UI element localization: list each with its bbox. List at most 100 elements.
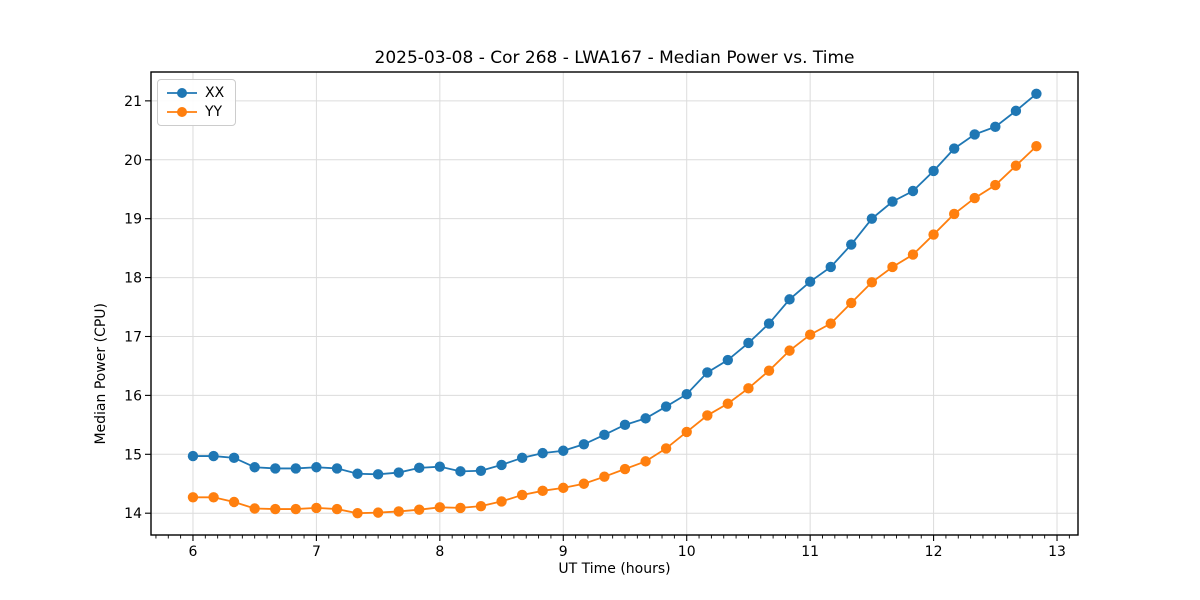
data-point bbox=[475, 500, 487, 512]
data-point bbox=[352, 508, 363, 519]
data-point bbox=[846, 239, 857, 250]
data-point bbox=[660, 401, 672, 412]
x-axis-label: UT Time (hours) bbox=[558, 561, 671, 577]
data-point bbox=[393, 467, 404, 478]
data-point bbox=[743, 383, 754, 394]
data-point bbox=[846, 297, 857, 309]
data-point bbox=[434, 502, 446, 513]
x-tick-label: 10 bbox=[678, 544, 696, 560]
y-tick-label: 18 bbox=[124, 271, 142, 287]
data-point bbox=[187, 450, 199, 462]
legend-label-xx: XX bbox=[205, 85, 225, 101]
data-point bbox=[290, 463, 301, 474]
series-xx bbox=[187, 88, 1042, 480]
data-point bbox=[578, 439, 590, 450]
y-tick-label: 17 bbox=[124, 329, 142, 345]
data-point bbox=[496, 496, 507, 507]
data-point bbox=[681, 389, 692, 400]
data-point bbox=[1031, 88, 1042, 100]
x-tick-label: 6 bbox=[189, 544, 198, 560]
y-tick-label: 15 bbox=[124, 447, 142, 463]
data-point bbox=[969, 192, 980, 204]
data-point bbox=[558, 482, 569, 494]
data-point bbox=[928, 229, 939, 240]
data-point bbox=[702, 410, 713, 421]
y-tick-label: 21 bbox=[124, 94, 142, 110]
x-tick-label: 7 bbox=[312, 544, 321, 560]
data-point bbox=[228, 452, 240, 464]
data-point bbox=[516, 489, 528, 501]
data-point bbox=[434, 461, 446, 472]
data-point bbox=[352, 468, 363, 479]
data-point bbox=[866, 277, 878, 288]
x-tick-label: 12 bbox=[925, 544, 943, 560]
legend-item-yy: YY bbox=[166, 105, 224, 119]
legend-item-xx: XX bbox=[166, 86, 224, 100]
data-point bbox=[331, 503, 343, 515]
series-yy bbox=[187, 141, 1042, 519]
axes-frame bbox=[150, 71, 1079, 536]
data-point bbox=[1010, 105, 1022, 117]
data-point bbox=[249, 462, 260, 473]
data-point bbox=[496, 459, 507, 471]
data-point bbox=[784, 294, 795, 305]
y-tick-label: 14 bbox=[124, 506, 142, 522]
x-tick-label: 11 bbox=[801, 544, 819, 560]
data-point bbox=[640, 456, 651, 467]
y-tick-label: 16 bbox=[124, 388, 142, 404]
data-point bbox=[208, 450, 219, 462]
data-point bbox=[619, 419, 631, 431]
data-point bbox=[928, 165, 939, 177]
data-point bbox=[990, 179, 1001, 191]
data-point bbox=[414, 504, 425, 515]
grid bbox=[151, 72, 1078, 535]
data-point bbox=[948, 208, 960, 220]
data-point bbox=[640, 413, 651, 424]
y-axis-ticks: 14 15 16 17 18 19 20 21 bbox=[124, 94, 151, 522]
x-tick-label: 13 bbox=[1048, 544, 1066, 560]
data-point bbox=[475, 465, 487, 476]
data-point bbox=[907, 185, 919, 197]
data-point bbox=[208, 492, 219, 503]
data-point bbox=[681, 426, 692, 438]
legend-label-yy: YY bbox=[205, 104, 223, 120]
data-point bbox=[784, 345, 795, 356]
x-tick-label: 9 bbox=[559, 544, 568, 560]
data-point bbox=[722, 398, 734, 409]
data-point bbox=[372, 469, 384, 480]
data-point bbox=[969, 129, 980, 140]
data-point bbox=[270, 503, 281, 515]
data-point bbox=[722, 354, 734, 366]
y-tick-label: 20 bbox=[124, 153, 142, 169]
x-axis-ticks: 6 7 8 9 10 11 12 13 bbox=[189, 535, 1066, 560]
data-point bbox=[249, 503, 260, 514]
data-point bbox=[393, 506, 404, 517]
data-point bbox=[311, 502, 322, 514]
data-point bbox=[887, 196, 898, 207]
legend: XX YY bbox=[157, 79, 237, 126]
data-point bbox=[804, 276, 816, 287]
data-point bbox=[763, 365, 775, 376]
legend-line-yy-icon bbox=[167, 107, 197, 117]
data-point bbox=[578, 478, 590, 489]
data-point bbox=[270, 463, 281, 474]
data-point bbox=[907, 249, 919, 260]
data-point bbox=[1010, 160, 1022, 171]
data-point bbox=[825, 261, 836, 273]
data-point bbox=[887, 261, 898, 273]
data-point bbox=[599, 471, 610, 482]
data-point bbox=[866, 213, 878, 224]
data-point bbox=[804, 329, 816, 340]
data-point bbox=[702, 367, 713, 378]
data-point bbox=[990, 121, 1001, 132]
data-point bbox=[599, 429, 610, 441]
data-point bbox=[414, 462, 425, 474]
data-point bbox=[516, 452, 528, 464]
data-point bbox=[311, 462, 322, 473]
x-tick-label: 8 bbox=[435, 544, 444, 560]
data-point bbox=[743, 337, 754, 349]
data-point bbox=[228, 496, 240, 508]
data-point bbox=[558, 445, 569, 456]
